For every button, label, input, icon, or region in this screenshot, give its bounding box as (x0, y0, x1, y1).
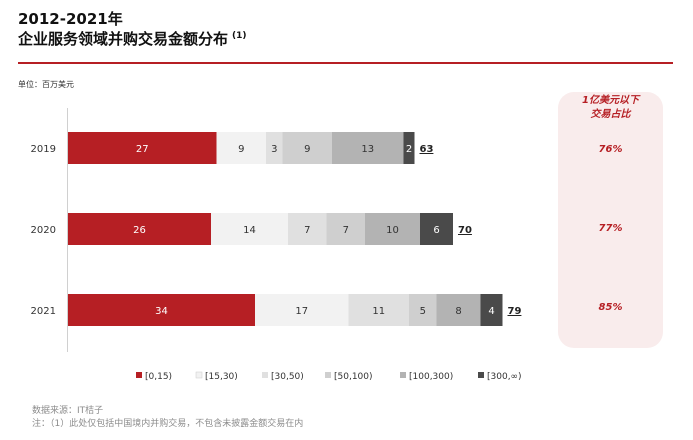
side-panel-title-line1: 1亿美元以下 (582, 95, 639, 106)
bar-segment (266, 132, 283, 164)
chart-title-text: 企业服务领域并购交易金额分布 (18, 30, 229, 48)
unit-label: 单位：百万美元 (18, 80, 74, 89)
bar-segment (282, 132, 332, 164)
y-tick-label: 2021 (31, 306, 56, 317)
legend-swatch (136, 372, 142, 378)
bar-segment (409, 294, 437, 326)
side-panel-title: 1亿美元以下 交易占比 (558, 94, 663, 122)
legend-label: [50,100) (334, 372, 373, 382)
bar-segment (436, 294, 481, 326)
bar-segment (480, 294, 503, 326)
bar-data-label: 9 (238, 144, 244, 155)
bar-total-label: 70 (458, 225, 472, 236)
bar-total-label: 79 (508, 306, 522, 317)
bar-data-label: 14 (243, 225, 256, 236)
legend-swatch (478, 372, 484, 378)
bar-segment (68, 294, 255, 326)
bar-data-label: 13 (361, 144, 374, 155)
bar-data-label: 8 (455, 306, 461, 317)
legend-label: [0,15) (145, 372, 172, 382)
bar-segment (68, 132, 217, 164)
chart-title-line1: 2012-2021年 (18, 10, 123, 28)
bar-segment (420, 213, 453, 245)
side-panel-value-2019: 76% (598, 144, 623, 155)
bar-segment (348, 294, 409, 326)
legend-label: [100,300) (409, 372, 453, 382)
bar-data-label: 6 (433, 225, 439, 236)
y-tick-label: 2019 (31, 144, 56, 155)
side-panel: 1亿美元以下 交易占比 76% 77% 85% (558, 92, 663, 348)
chart-title-line2: 企业服务领域并购交易金额分布 (1) (18, 28, 247, 49)
bar-data-label: 5 (420, 306, 426, 317)
legend-swatch (325, 372, 331, 378)
legend-swatch (400, 372, 406, 378)
y-tick-label: 2020 (31, 225, 56, 236)
bar-data-label: 2 (406, 144, 412, 155)
side-panel-title-line2: 交易占比 (590, 109, 631, 120)
bar-data-label: 7 (304, 225, 310, 236)
bar-data-label: 11 (372, 306, 385, 317)
bar-data-label: 17 (295, 306, 308, 317)
title-divider (18, 62, 673, 64)
bar-data-label: 27 (136, 144, 149, 155)
bar-segment (216, 132, 266, 164)
legend-label: [300,∞) (487, 372, 522, 382)
title-footnote-marker: (1) (232, 31, 247, 41)
legend-label: [15,30) (205, 372, 238, 382)
bar-data-label: 7 (343, 225, 349, 236)
bar-data-label: 4 (488, 306, 494, 317)
side-panel-value-2020: 77% (598, 223, 623, 234)
legend-label: [30,50) (271, 372, 304, 382)
bar-data-label: 10 (386, 225, 399, 236)
legend-swatch (262, 372, 268, 378)
bar-segment (365, 213, 420, 245)
footnote: 注：（1）此处仅包括中国境内并购交易，不包含未披露金额交易在内 (32, 419, 304, 429)
bar-segment (332, 132, 404, 164)
bar-segment (288, 213, 327, 245)
bar-total-label: 63 (420, 144, 434, 155)
source-note: 数据来源：IT桔子 (32, 406, 104, 416)
bar-segment (326, 213, 365, 245)
side-panel-value-2021: 85% (598, 302, 623, 313)
bar-segment (68, 213, 211, 245)
footer: 数据来源：IT桔子 注：（1）此处仅包括中国境内并购交易，不包含未披露金额交易在… (32, 405, 303, 431)
bar-segment (403, 132, 415, 164)
bar-data-label: 26 (133, 225, 146, 236)
bar-data-label: 9 (304, 144, 310, 155)
bar-data-label: 3 (271, 144, 277, 155)
legend-swatch (195, 371, 203, 379)
bar-segment (211, 213, 288, 245)
bar-segment (255, 294, 349, 326)
bar-data-label: 34 (155, 306, 168, 317)
